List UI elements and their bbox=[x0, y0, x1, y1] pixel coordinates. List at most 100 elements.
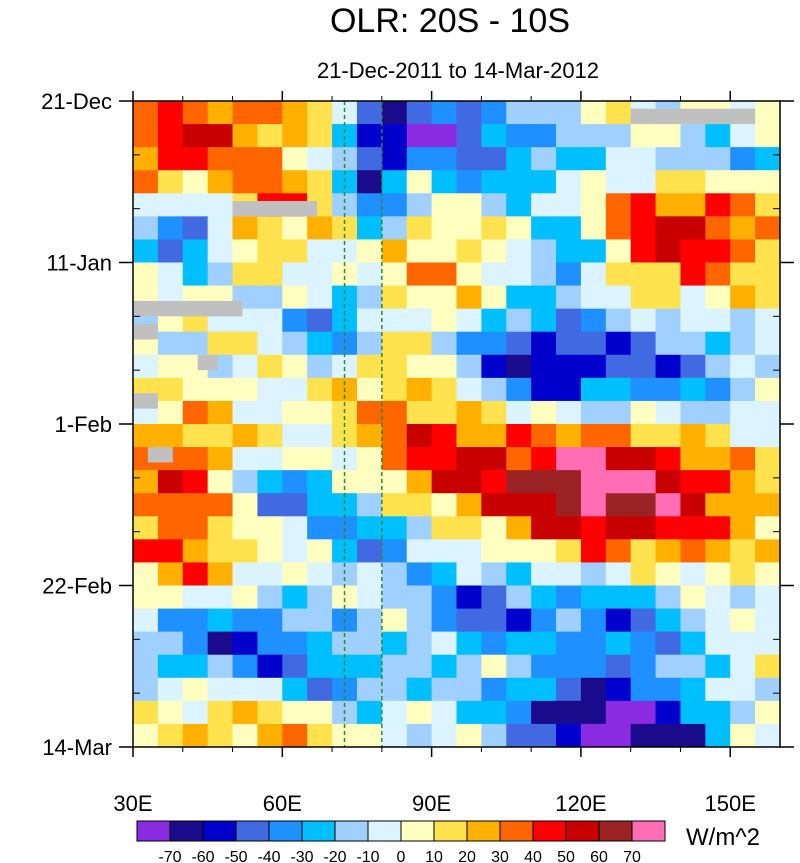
field-cell bbox=[630, 631, 657, 656]
field-cell bbox=[580, 654, 607, 679]
field-cell bbox=[531, 539, 557, 563]
field-cell bbox=[182, 101, 209, 125]
field-cell bbox=[133, 470, 159, 494]
field-cell bbox=[307, 170, 333, 194]
field-cell bbox=[506, 170, 532, 194]
field-cell bbox=[257, 377, 283, 402]
field-cell bbox=[182, 585, 209, 610]
field-cell bbox=[531, 677, 557, 702]
field-cell bbox=[257, 493, 283, 517]
field-cell bbox=[481, 377, 507, 402]
field-cell bbox=[755, 262, 781, 287]
field-cell bbox=[133, 124, 159, 148]
x-tick-label: 90E bbox=[412, 791, 451, 816]
field-cell bbox=[157, 101, 184, 125]
field-cell bbox=[431, 677, 457, 702]
field-cell bbox=[730, 262, 756, 287]
field-cell bbox=[431, 608, 457, 633]
field-cell bbox=[580, 585, 607, 610]
field-cell bbox=[630, 470, 657, 494]
field-cell bbox=[406, 354, 433, 379]
field-cell bbox=[431, 470, 457, 494]
field-cell bbox=[456, 216, 482, 240]
field-cell bbox=[307, 723, 333, 748]
field-cell bbox=[456, 493, 482, 517]
field-cell bbox=[630, 516, 657, 540]
field-cell bbox=[506, 562, 532, 586]
field-cell bbox=[630, 239, 657, 263]
field-cell bbox=[755, 447, 781, 471]
field-cell bbox=[506, 723, 532, 748]
field-cell bbox=[431, 631, 457, 656]
field-cell bbox=[705, 585, 731, 610]
field-cell bbox=[282, 723, 308, 748]
field-cell bbox=[531, 608, 557, 633]
colorbar-swatch bbox=[301, 820, 336, 842]
field-cell bbox=[381, 723, 408, 748]
field-cell bbox=[282, 400, 308, 425]
field-cell bbox=[531, 377, 557, 402]
field-cell bbox=[182, 239, 209, 263]
field-cell bbox=[755, 470, 781, 494]
field-cell bbox=[580, 262, 607, 287]
field-cell bbox=[157, 170, 184, 194]
field-cell bbox=[630, 608, 657, 633]
field-cell bbox=[182, 516, 209, 540]
colorbar-level-label: -40 bbox=[257, 849, 280, 863]
field-cell bbox=[580, 424, 607, 448]
field-cell bbox=[207, 585, 234, 610]
field-cell bbox=[630, 400, 657, 425]
field-cell bbox=[456, 377, 482, 402]
field-cell bbox=[680, 239, 706, 263]
field-cell bbox=[232, 101, 258, 125]
field-cell bbox=[531, 723, 557, 748]
field-cell bbox=[605, 424, 632, 448]
x-tick-label: 120E bbox=[555, 791, 606, 816]
field-cell bbox=[157, 654, 184, 679]
field-cell bbox=[282, 654, 308, 679]
field-cell bbox=[332, 493, 358, 517]
field-cell bbox=[556, 331, 582, 356]
field-cell bbox=[381, 654, 408, 679]
field-cell bbox=[182, 470, 209, 494]
field-cell bbox=[705, 308, 731, 333]
field-cell bbox=[556, 562, 582, 586]
field-cell bbox=[680, 377, 706, 402]
field-cell bbox=[531, 516, 557, 540]
field-cell bbox=[232, 677, 258, 702]
field-cell bbox=[456, 631, 482, 656]
field-cell bbox=[655, 608, 681, 633]
field-cell bbox=[381, 331, 408, 356]
field-cell bbox=[506, 447, 532, 471]
field-cell bbox=[556, 516, 582, 540]
field-cell bbox=[182, 700, 209, 725]
field-cell bbox=[157, 516, 184, 540]
field-cell bbox=[406, 677, 433, 702]
field-cell bbox=[730, 631, 756, 656]
field-cell bbox=[431, 193, 457, 217]
field-cell bbox=[556, 539, 582, 563]
field-cell bbox=[655, 470, 681, 494]
field-cell bbox=[282, 331, 308, 356]
field-cell bbox=[406, 331, 433, 356]
olr-field bbox=[133, 101, 781, 748]
field-cell bbox=[456, 331, 482, 356]
field-cell bbox=[630, 585, 657, 610]
colorbar-level-label: 70 bbox=[623, 849, 641, 863]
field-cell bbox=[556, 239, 582, 263]
field-cell bbox=[332, 654, 358, 679]
field-cell bbox=[207, 424, 234, 448]
field-cell bbox=[705, 216, 731, 240]
field-cell bbox=[680, 262, 706, 287]
field-cell bbox=[356, 377, 383, 402]
field-cell bbox=[655, 585, 681, 610]
field-cell bbox=[556, 285, 582, 310]
field-cell bbox=[705, 400, 731, 425]
field-cell bbox=[456, 193, 482, 217]
field-cell bbox=[232, 516, 258, 540]
missing-data-patch bbox=[133, 324, 158, 340]
field-cell bbox=[257, 424, 283, 448]
field-cell bbox=[556, 147, 582, 171]
field-cell bbox=[356, 424, 383, 448]
field-cell bbox=[332, 354, 358, 379]
